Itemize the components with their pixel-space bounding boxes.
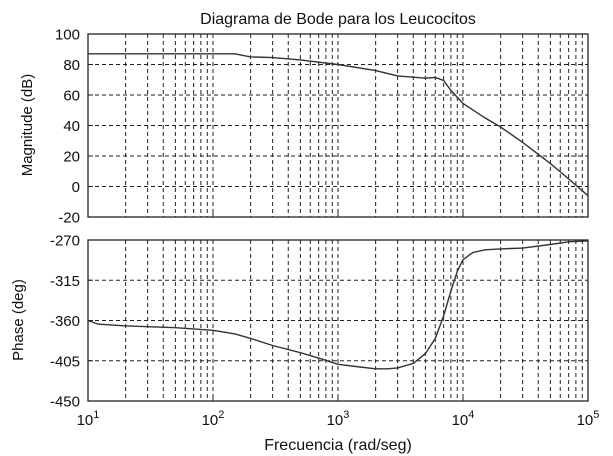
magnitude-curve [88, 53, 589, 197]
magnitude-y-tick-label: 60 [63, 88, 80, 105]
phase-y-tick-label: -315 [50, 273, 80, 290]
phase-y-tick-label: -405 [50, 353, 80, 370]
phase-y-tick-label: -450 [50, 394, 80, 411]
magnitude-y-tick-label: 0 [72, 179, 80, 196]
x-axis-label: Frecuencia (rad/seg) [264, 437, 412, 454]
magnitude-y-tick-label: 20 [63, 149, 80, 166]
x-tick-label: 105 [577, 409, 600, 429]
x-tick-label: 104 [452, 409, 475, 429]
phase-y-axis-label: Phase (deg) [10, 279, 27, 361]
x-tick-label: 103 [327, 409, 350, 429]
magnitude-grid [88, 34, 588, 217]
phase-panel: -450 -405 -360 -315 -270 Phase (deg) [10, 233, 589, 411]
phase-y-tick-label: -360 [50, 313, 80, 330]
x-axis-ticks: 101 102 103 104 105 [77, 212, 600, 429]
magnitude-y-tick-label: 80 [63, 57, 80, 74]
magnitude-y-axis-label: Magnitude (dB) [19, 74, 36, 177]
x-tick-label: 102 [202, 409, 225, 429]
magnitude-y-tick-label: 40 [63, 118, 80, 135]
magnitude-y-tick-label: 100 [55, 27, 80, 44]
magnitude-y-ticks: -20 0 20 40 60 80 100 [55, 27, 93, 227]
phase-grid [88, 240, 588, 401]
magnitude-y-tick-label: -20 [58, 210, 80, 227]
phase-curve [87, 240, 589, 370]
magnitude-panel: -20 0 20 40 60 80 100 Magnitude (dB) [19, 27, 589, 227]
chart-title: Diagrama de Bode para los Leucocitos [200, 11, 476, 28]
phase-y-ticks: -450 -405 -360 -315 -270 [50, 233, 93, 411]
phase-y-tick-label: -270 [50, 233, 80, 250]
x-tick-label: 101 [77, 409, 100, 429]
